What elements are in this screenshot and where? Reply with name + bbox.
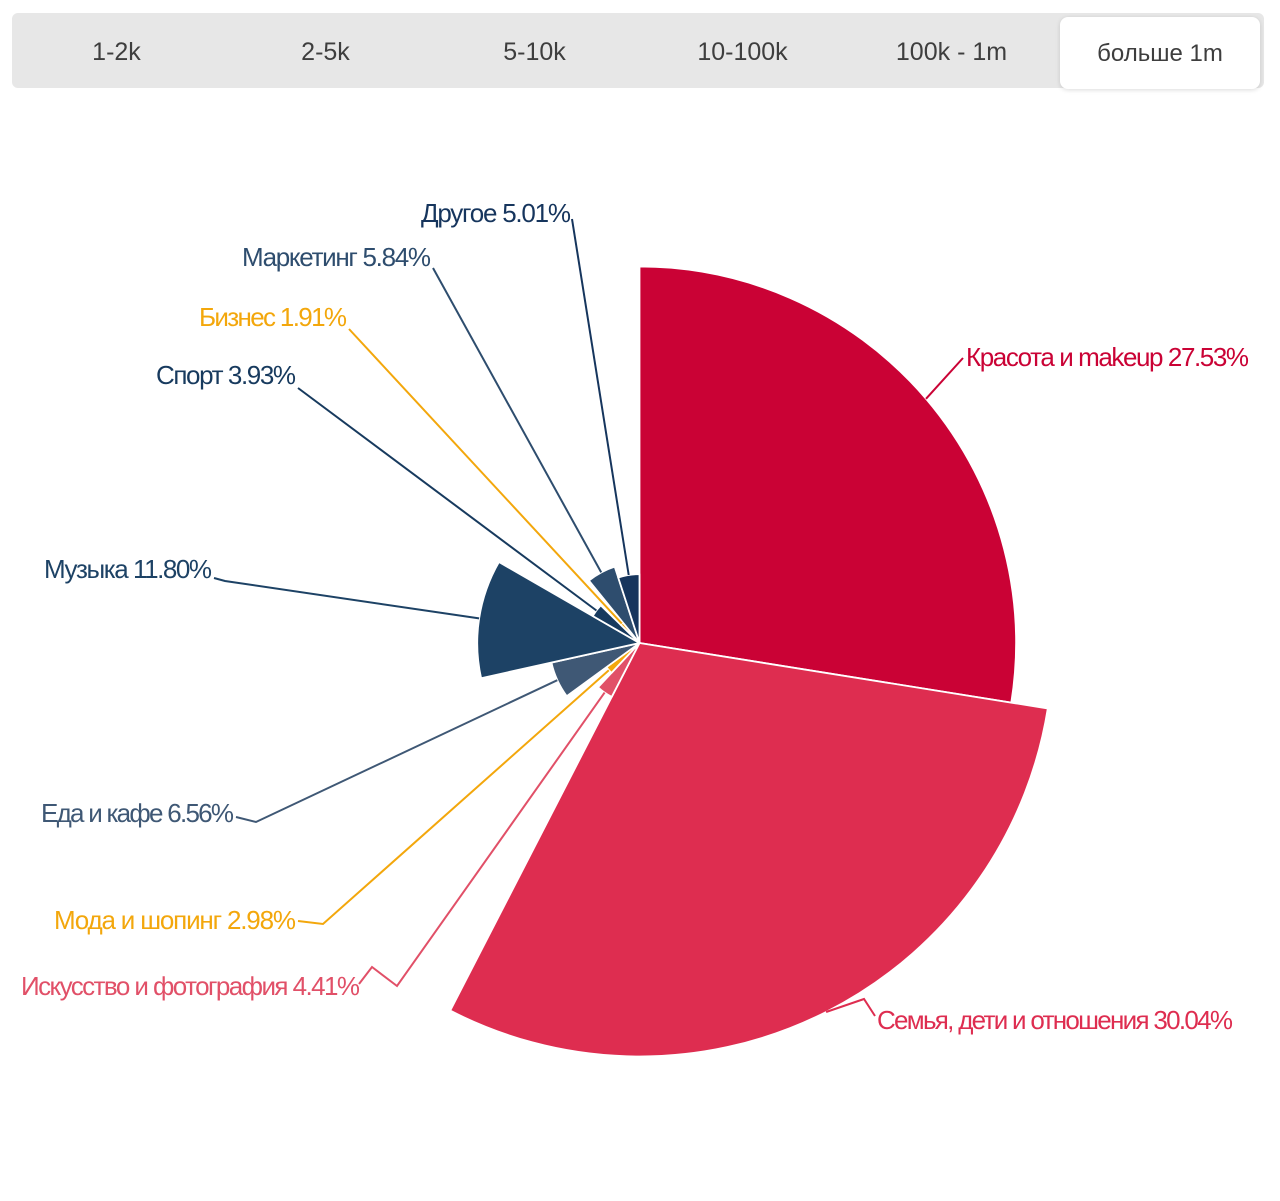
svg-text:Еда и кафе 6.56%: Еда и кафе 6.56% [41,798,234,828]
svg-text:Красота и makeup 27.53%: Красота и makeup 27.53% [966,342,1249,372]
svg-text:Маркетинг 5.84%: Маркетинг 5.84% [242,242,431,272]
svg-text:Мода и шопинг 2.98%: Мода и шопинг 2.98% [54,905,296,935]
svg-text:Другое 5.01%: Другое 5.01% [421,198,571,228]
svg-text:Семья, дети и отношения 30.04%: Семья, дети и отношения 30.04% [877,1005,1233,1035]
svg-text:Музыка 11.80%: Музыка 11.80% [44,554,212,584]
svg-text:Бизнес 1.91%: Бизнес 1.91% [199,302,347,332]
svg-text:Спорт 3.93%: Спорт 3.93% [156,360,296,390]
svg-text:Искусство и фотография 4.41%: Искусство и фотография 4.41% [21,971,360,1001]
